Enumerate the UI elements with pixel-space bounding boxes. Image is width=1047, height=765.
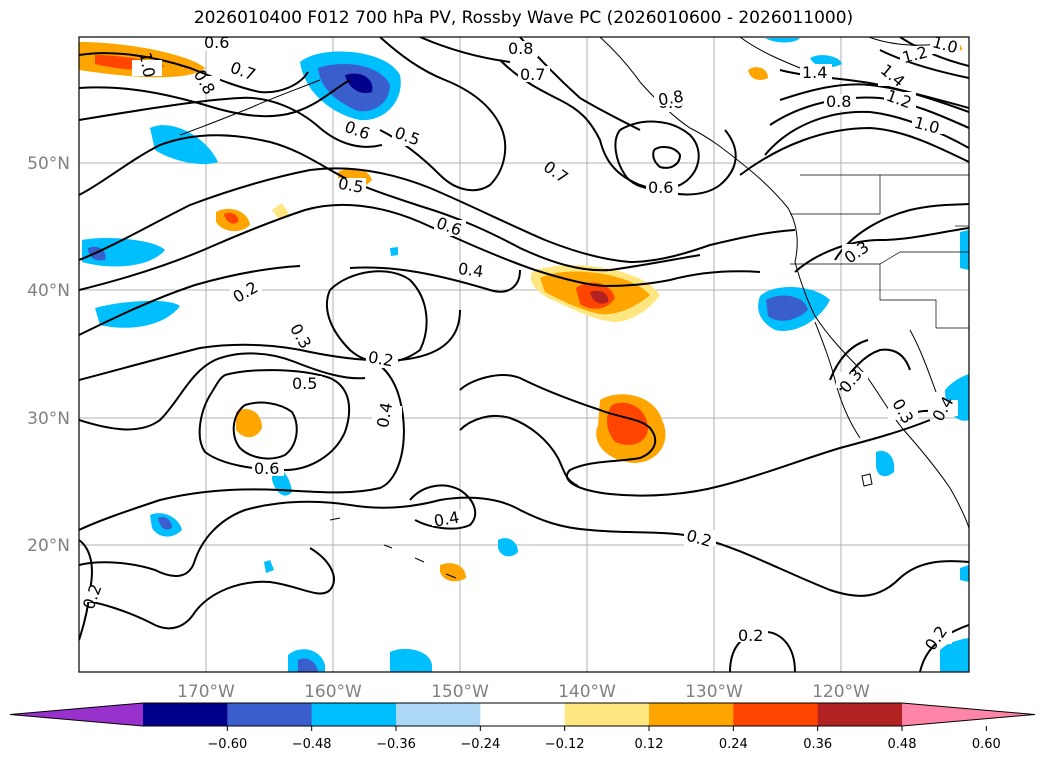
colorbar-tick-label: 0.48 bbox=[888, 737, 917, 752]
contour-label: 0.4 bbox=[432, 508, 460, 531]
colorbar-swatch bbox=[311, 703, 397, 726]
contour-label: 0.5 bbox=[337, 174, 365, 197]
colorbar: −0.60 −0.48 −0.36 −0.24 −0.12 0.12 0.24 0.36 0.4… bbox=[9, 702, 1036, 752]
longitude-labels: 170°W 160°W 150°W 140°W 130°W 120°W bbox=[177, 682, 870, 702]
contour-label: 0.7 bbox=[520, 65, 545, 84]
contour-label: 0.8 bbox=[826, 92, 851, 111]
colorbar-tick-label: −0.48 bbox=[292, 737, 332, 752]
contour-label: 0.2 bbox=[367, 347, 395, 370]
contour-label: 0.5 bbox=[292, 374, 317, 393]
map-frame bbox=[78, 36, 970, 673]
contour-label: 0.8 bbox=[657, 86, 685, 109]
longitude-label: 150°W bbox=[431, 682, 489, 702]
longitude-label: 140°W bbox=[558, 682, 616, 702]
colorbar-swatch bbox=[480, 703, 566, 726]
contour-label: 0.6 bbox=[648, 178, 673, 197]
contour-label: 0.8 bbox=[508, 39, 533, 58]
colorbar-tick-label: −0.36 bbox=[376, 737, 416, 752]
contour-label: 1.0 bbox=[930, 32, 960, 57]
contour-label: 0.4 bbox=[457, 259, 485, 281]
longitude-label: 120°W bbox=[812, 682, 870, 702]
colorbar-swatch bbox=[396, 703, 481, 726]
longitude-label: 160°W bbox=[304, 682, 362, 702]
pv-contours bbox=[79, 37, 969, 672]
latitude-label: 50°N bbox=[27, 154, 70, 174]
map-background bbox=[79, 37, 969, 672]
contour-label: 1.4 bbox=[802, 63, 827, 82]
colorbar-extension-high bbox=[902, 703, 1035, 726]
colorbar-swatch bbox=[564, 703, 650, 726]
colorbar-tick-label: 0.60 bbox=[972, 737, 1001, 752]
contour-label: 0.6 bbox=[254, 459, 279, 478]
colorbar-swatch bbox=[817, 703, 903, 726]
latitude-label: 40°N bbox=[27, 281, 70, 301]
colorbar-swatch bbox=[733, 703, 819, 726]
contour-label: 0.2 bbox=[738, 626, 763, 645]
colorbar-swatch bbox=[649, 703, 734, 726]
colorbar-outline bbox=[9, 702, 1036, 727]
contour-label: 0.6 bbox=[204, 33, 229, 52]
colorbar-tick-label: 0.24 bbox=[719, 737, 748, 752]
colorbar-tick-label: −0.24 bbox=[460, 737, 500, 752]
figure-title: 2026010400 F012 700 hPa PV, Rossby Wave … bbox=[193, 8, 854, 28]
latitude-label: 20°N bbox=[27, 536, 70, 556]
contour-label: 1.0 bbox=[136, 51, 159, 79]
latitude-labels: 50°N 40°N 30°N 20°N bbox=[27, 154, 70, 556]
colorbar-swatch bbox=[143, 703, 228, 726]
longitude-label: 130°W bbox=[685, 682, 743, 702]
colorbar-extension-low bbox=[10, 703, 143, 726]
colorbar-tick-label: 0.36 bbox=[803, 737, 832, 752]
contour-label: 0.4 bbox=[373, 401, 396, 429]
colorbar-tick-label: −0.60 bbox=[207, 737, 247, 752]
positive-anomaly-patch bbox=[79, 42, 205, 78]
political-borders bbox=[790, 174, 969, 329]
colorbar-swatch bbox=[227, 703, 313, 726]
latitude-label: 30°N bbox=[27, 409, 70, 429]
colorbar-tick-label: −0.12 bbox=[545, 737, 585, 752]
pv-anomaly-shading bbox=[79, 38, 969, 672]
colorbar-tick-label: 0.12 bbox=[635, 737, 664, 752]
longitude-label: 170°W bbox=[177, 682, 235, 702]
coastlines bbox=[179, 37, 969, 579]
